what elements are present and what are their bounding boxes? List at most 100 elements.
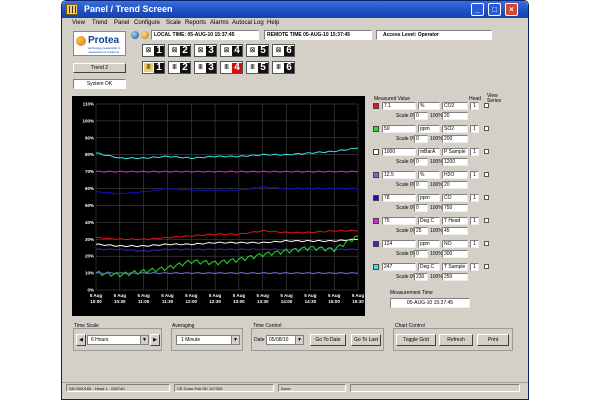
view-series-checkbox[interactable] [484,103,489,108]
scale-min-field: 0 [414,204,428,212]
parameter-name-field: T Sample [442,263,468,271]
y-tick-label: 0% [87,288,94,293]
panel-button-3[interactable]: ⊠ 3 [194,44,217,57]
remote-time-display: REMOTE TIME 05-AUG-10 15:37:45 [264,30,372,40]
y-tick-label: 60% [85,186,94,191]
scale-min-field: 0 [414,181,428,189]
parameter-name-field: H2O [442,171,468,179]
scale-max-field: 200 [442,135,468,143]
scale-min-field: 0 [414,135,428,143]
y-tick-label: 30% [85,237,94,242]
maximize-button[interactable]: □ [488,3,501,16]
x-tick-label: 5 Aug 11:30 [161,293,174,304]
scale-max-label: 100% [430,136,443,142]
go-to-date-button[interactable]: Go To Date [310,334,346,346]
panel-icon: ⊠ [144,46,153,55]
measured-value-field: 247 [382,263,416,271]
menu-view[interactable]: View [72,20,85,26]
protea-logo: Protea technology leadership in measurem… [73,31,126,56]
head-field: 1 [470,194,479,202]
chevron-down-icon[interactable]: ▼ [140,336,148,344]
time-scale-select[interactable]: 6 Hours ▼ [87,335,149,345]
panel-icon: ⊠ [274,46,283,55]
time-scale-next-button[interactable]: ▶ [150,334,160,346]
view-series-checkbox[interactable] [484,195,489,200]
panel-button-5[interactable]: ⊠ 5 [246,44,269,57]
menu-configure[interactable]: Configure [134,20,160,26]
chevron-down-icon[interactable]: ▼ [231,336,239,344]
averaging-select[interactable]: 1 Minute ▼ [176,335,240,345]
view-series-checkbox[interactable] [484,126,489,131]
scale-max-field: 300 [442,250,468,258]
close-button[interactable]: × [505,3,518,16]
menu-reports[interactable]: Reports [185,20,206,26]
logo-tagline: technology leadership in measurement sol… [88,47,126,54]
menu-alarms[interactable]: Alarms [210,20,229,26]
trend-chart[interactable]: 0% 10% 20% 30% 40% 50% 60% 70% 80% 90% 100% 110% 5 … [72,96,365,316]
unit-field: mBarA [418,148,440,156]
trend-icon: Ⅲ [196,63,205,72]
view-series-checkbox[interactable] [484,264,489,269]
menu-panel[interactable]: Panel [114,20,129,26]
measured-value-field: 7.1 [382,102,416,110]
measured-value-field: 78 [382,194,416,202]
scale-max-label: 100% [430,274,443,280]
date-picker[interactable]: 05/08/10 ▼ [266,335,304,345]
scale-max-label: 100% [430,251,443,257]
toggle-grid-button[interactable]: Toggle Grid [396,334,436,346]
status-empty [350,384,520,392]
series-line-psample [96,239,358,247]
menu-autocal-log[interactable]: Autocal Log [232,20,264,26]
go-to-last-button[interactable]: Go To Last [351,334,381,346]
menu-scale[interactable]: Scale [166,20,181,26]
y-tick-label: 110% [83,102,94,107]
view-series-checkbox[interactable] [484,218,489,223]
scale-max-field: 20 [442,112,468,120]
y-tick-label: 50% [85,203,94,208]
trend-icon: Ⅲ [144,63,153,72]
unit-field: ppm [418,125,440,133]
parameter-name-field: NO [442,240,468,248]
view-series-header: View Series [487,94,507,104]
head-field: 1 [470,125,479,133]
head-field: 1 [470,240,479,248]
app-logo-icon [66,4,78,15]
series-color-swatch [373,172,379,178]
menu-help[interactable]: Help [267,20,279,26]
scale-max-field: 20 [442,181,468,189]
view-series-checkbox[interactable] [484,241,489,246]
print-button[interactable]: Print [477,334,509,346]
y-tick-label: 20% [85,254,94,259]
panel-button-2[interactable]: ⊠ 2 [168,44,191,57]
window-title: Panel / Trend Screen [84,4,173,14]
series-color-swatch [373,218,379,224]
trend-icon: Ⅲ [170,63,179,72]
chevron-down-icon[interactable]: ▼ [295,336,303,344]
x-tick-label: 5 Aug 12:00 [185,293,198,304]
trend-selector[interactable]: Trend 2 [73,63,126,73]
parameter-name-field: P Sample [442,148,468,156]
y-tick-label: 90% [85,135,94,140]
menu-trend[interactable]: Trend [92,20,107,26]
minimize-button[interactable]: _ [471,3,484,16]
x-tick-label: 5 Aug 15:30 [352,293,365,304]
refresh-button[interactable]: Refresh [439,334,473,346]
title-bar[interactable]: Panel / Trend Screen _ □ × [62,1,528,18]
series-color-swatch [373,149,379,155]
trend-icon: Ⅲ [274,63,283,72]
x-tick-label: 5 Aug 11:00 [137,293,150,304]
view-series-checkbox[interactable] [484,149,489,154]
panel-button-4[interactable]: ⊠ 4 [220,44,243,57]
panel-button-1[interactable]: ⊠ 1 [142,44,165,57]
time-scale-prev-button[interactable]: ◀ [76,334,86,346]
unit-field: % [418,102,440,110]
panel-button-6[interactable]: ⊠ 6 [272,44,295,57]
system-status: System OK [73,79,126,89]
view-series-checkbox[interactable] [484,172,489,177]
